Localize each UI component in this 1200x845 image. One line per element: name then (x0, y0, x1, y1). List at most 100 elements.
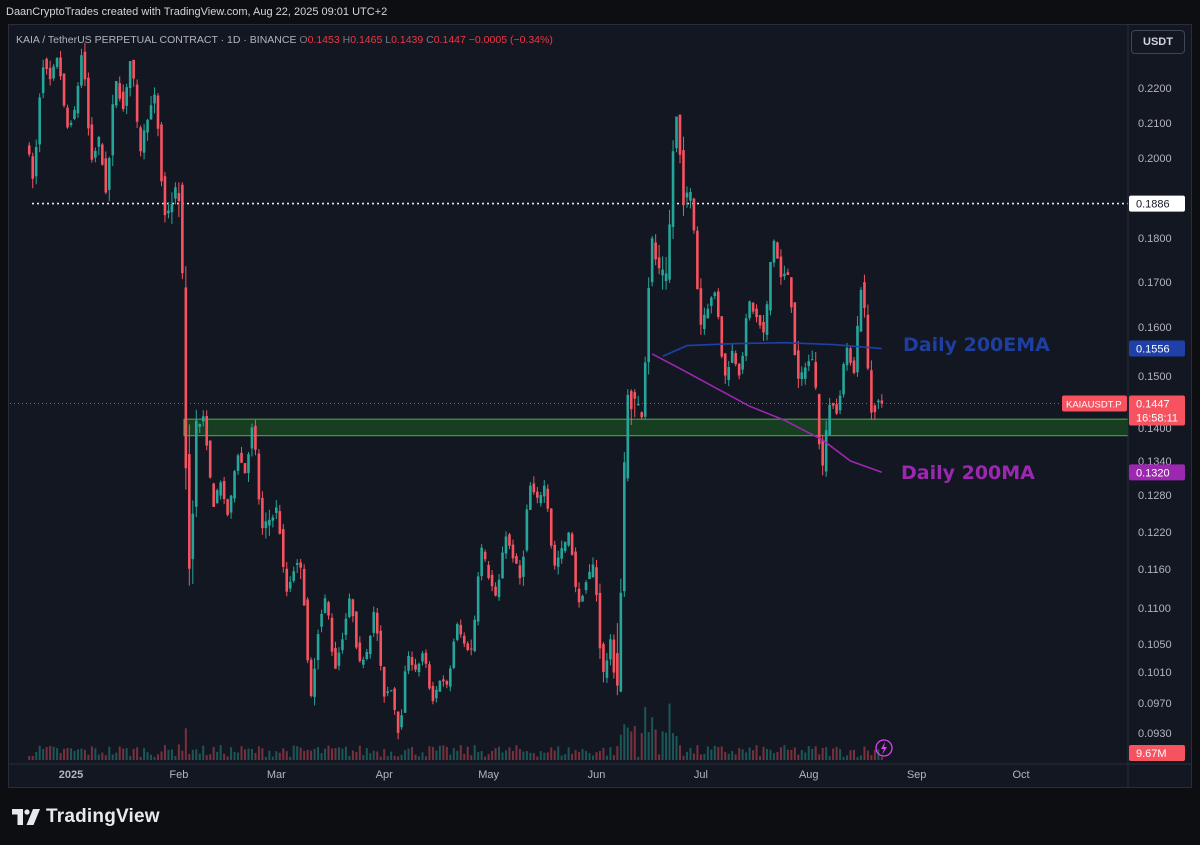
candle-body[interactable] (762, 321, 765, 333)
candle-body[interactable] (219, 482, 222, 496)
candle-body[interactable] (285, 568, 289, 592)
candle-body[interactable] (751, 302, 755, 312)
candle-body[interactable] (602, 643, 605, 672)
candle-body[interactable] (83, 51, 87, 80)
candle-body[interactable] (316, 634, 320, 661)
candle-body[interactable] (449, 668, 452, 687)
candle-body[interactable] (483, 551, 487, 560)
candle-body[interactable] (476, 576, 480, 622)
candle-body[interactable] (758, 315, 762, 326)
candle-body[interactable] (90, 124, 94, 160)
candle-body[interactable] (765, 304, 769, 335)
candle-body[interactable] (741, 355, 744, 370)
candle-body[interactable] (101, 144, 104, 165)
candle-body[interactable] (410, 657, 414, 666)
candle-body[interactable] (442, 679, 445, 682)
candle-body[interactable] (59, 57, 62, 77)
candle-body[interactable] (866, 314, 870, 369)
candle-body[interactable] (490, 574, 494, 587)
candle-body[interactable] (706, 308, 710, 319)
candle-body[interactable] (135, 84, 139, 122)
candle-body[interactable] (121, 91, 125, 110)
candle-body[interactable] (668, 224, 671, 280)
candle-body[interactable] (563, 541, 567, 552)
candle-body[interactable] (268, 519, 271, 526)
candle-body[interactable] (821, 439, 824, 466)
candle-body[interactable] (769, 262, 772, 311)
candle-body[interactable] (163, 176, 167, 216)
candle-body[interactable] (278, 511, 282, 534)
candle-body[interactable] (73, 109, 76, 119)
candle-body[interactable] (696, 230, 699, 290)
candle-body[interactable] (817, 394, 821, 445)
candle-body[interactable] (605, 660, 609, 678)
candle-body[interactable] (856, 325, 859, 373)
candle-body[interactable] (567, 532, 570, 546)
candle-body[interactable] (104, 158, 108, 193)
symbol-title[interactable]: KAIA / TetherUS PERPETUAL CONTRACT · 1D … (16, 34, 297, 46)
candle-body[interactable] (226, 499, 229, 515)
candle-body[interactable] (504, 536, 508, 554)
candle-body[interactable] (852, 360, 856, 374)
candle-body[interactable] (55, 58, 59, 67)
candle-body[interactable] (462, 635, 466, 644)
candle-body[interactable] (428, 664, 431, 689)
candle-body[interactable] (723, 353, 727, 376)
candle-body[interactable] (556, 557, 560, 567)
candle-body[interactable] (233, 471, 236, 499)
currency-button[interactable]: USDT (1131, 30, 1185, 54)
candle-body[interactable] (306, 599, 309, 661)
candle-body[interactable] (494, 586, 497, 596)
candle-body[interactable] (647, 287, 650, 363)
candle-body[interactable] (323, 598, 327, 613)
candle-body[interactable] (41, 67, 45, 94)
candle-body[interactable] (703, 314, 706, 329)
candle-body[interactable] (257, 453, 261, 500)
candle-body[interactable] (863, 282, 866, 308)
candle-body[interactable] (636, 403, 640, 406)
candle-body[interactable] (355, 611, 358, 648)
candle-body[interactable] (201, 416, 205, 422)
candle-body[interactable] (790, 277, 793, 308)
candle-body[interactable] (643, 362, 647, 417)
candle-body[interactable] (160, 124, 163, 182)
candle-body[interactable] (588, 571, 591, 580)
candle-body[interactable] (598, 592, 602, 649)
candle-body[interactable] (807, 361, 811, 367)
candle-body[interactable] (755, 308, 758, 318)
candle-body[interactable] (337, 652, 341, 666)
candle-body[interactable] (69, 122, 73, 125)
candle-body[interactable] (125, 87, 128, 106)
candle-body[interactable] (525, 509, 529, 551)
candle-body[interactable] (97, 137, 101, 147)
candle-body[interactable] (720, 316, 724, 357)
candle-body[interactable] (407, 655, 410, 671)
candle-body[interactable] (786, 272, 790, 275)
candle-body[interactable] (313, 668, 316, 697)
candle-body[interactable] (570, 533, 574, 555)
candle-body[interactable] (212, 483, 215, 507)
candle-body[interactable] (146, 119, 149, 133)
candle-body[interactable] (389, 690, 393, 692)
candle-body[interactable] (62, 73, 66, 106)
candle-body[interactable] (191, 513, 195, 560)
candle-body[interactable] (501, 552, 504, 579)
candle-body[interactable] (299, 562, 302, 568)
candle-body[interactable] (877, 400, 880, 403)
candle-body[interactable] (581, 595, 584, 602)
candle-body[interactable] (595, 567, 598, 595)
candle-body[interactable] (208, 440, 212, 478)
candle-body[interactable] (546, 488, 550, 509)
candle-body[interactable] (170, 203, 174, 213)
candle-body[interactable] (452, 641, 456, 668)
candle-body[interactable] (692, 198, 696, 231)
candle-body[interactable] (842, 364, 845, 395)
candle-body[interactable] (748, 301, 751, 319)
candle-body[interactable] (438, 680, 442, 692)
candle-body[interactable] (400, 715, 403, 728)
candle-body[interactable] (619, 592, 623, 692)
candle-body[interactable] (52, 66, 55, 79)
candle-body[interactable] (247, 454, 250, 474)
candle-body[interactable] (149, 105, 153, 120)
candle-body[interactable] (351, 599, 355, 617)
